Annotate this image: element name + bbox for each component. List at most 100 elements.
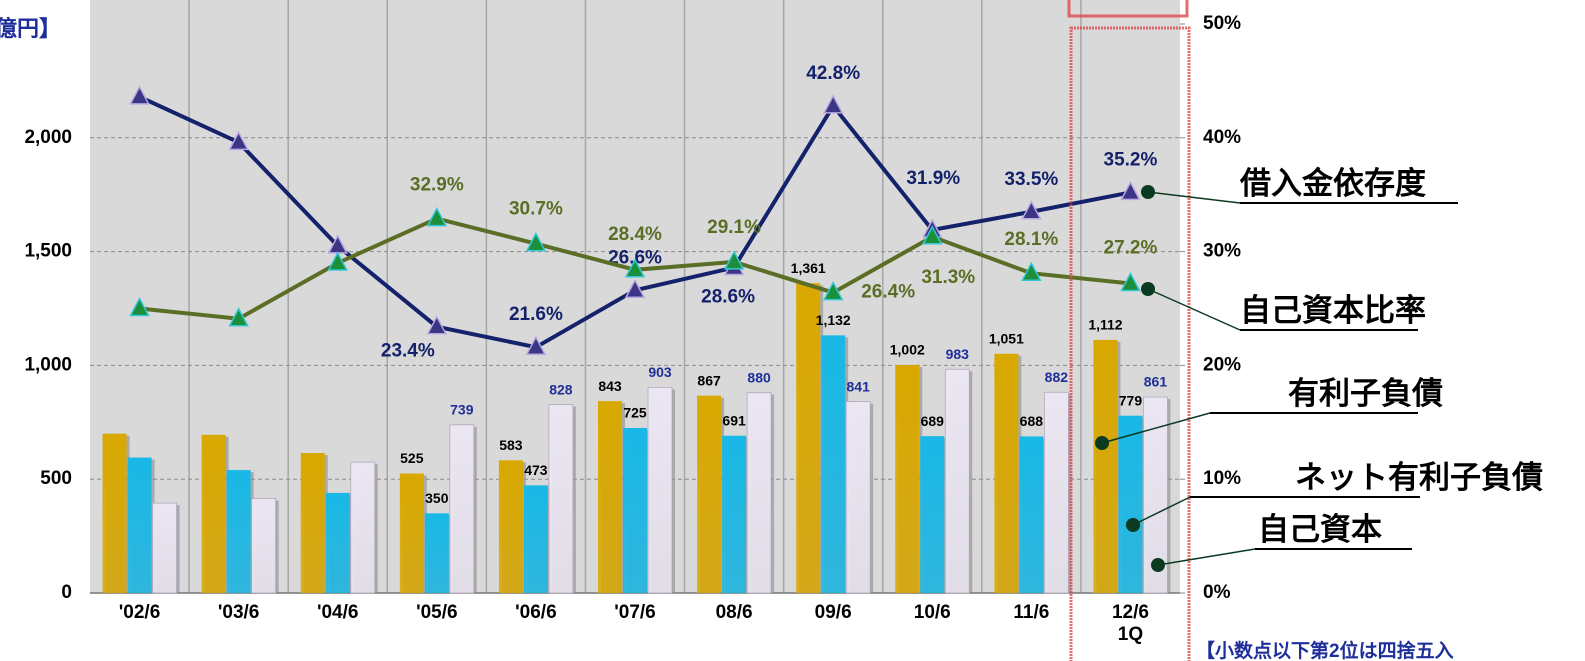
bar	[1019, 436, 1044, 593]
data-label: 31.3%	[921, 267, 975, 288]
data-label: 31.9%	[906, 168, 960, 189]
data-label: 1,051	[989, 330, 1024, 346]
legend-dot	[1141, 282, 1155, 296]
line-marker	[822, 94, 844, 114]
legend-label: 自己資本	[1258, 512, 1382, 547]
bar	[920, 436, 945, 593]
data-label: 903	[648, 364, 672, 380]
line-marker	[228, 307, 249, 327]
x-tick-label: '02/6	[118, 602, 161, 623]
x-tick-label: '03/6	[217, 602, 260, 623]
data-label: 26.6%	[608, 247, 662, 268]
legend-leader	[1147, 191, 1241, 204]
line-marker	[129, 296, 150, 317]
bar	[498, 460, 523, 593]
line-marker	[228, 130, 249, 151]
legend-dot	[1095, 436, 1109, 450]
bar	[746, 392, 772, 594]
x-tick-label: '07/6	[614, 602, 656, 623]
bar	[796, 283, 821, 593]
data-label: 32.9%	[410, 175, 464, 196]
data-label: 23.4%	[381, 341, 435, 362]
x-tick-label: 11/6	[1013, 602, 1050, 623]
bar	[845, 401, 871, 594]
bar	[325, 492, 350, 593]
bar	[399, 473, 424, 593]
data-label: 1,132	[816, 312, 851, 328]
data-label: 691	[722, 412, 746, 428]
bar	[523, 485, 548, 593]
bar	[449, 424, 475, 594]
data-label: 28.4%	[608, 224, 662, 245]
line-marker	[426, 206, 448, 227]
bar	[127, 457, 152, 593]
line-marker	[525, 232, 547, 252]
bar	[944, 368, 970, 594]
data-label: 30.7%	[509, 199, 563, 220]
bar	[1118, 415, 1143, 593]
data-label: 983	[946, 346, 970, 362]
legend-dot	[1151, 558, 1165, 572]
bar	[424, 513, 449, 593]
data-label: 27.2%	[1104, 237, 1158, 258]
y2-tick-label: 40%	[1203, 127, 1241, 148]
data-label: 725	[623, 405, 647, 421]
y2-tick-label: 0%	[1203, 582, 1231, 603]
data-label: 882	[1045, 369, 1069, 385]
line-marker	[822, 280, 844, 301]
data-label: 880	[747, 369, 771, 385]
bar	[821, 335, 846, 593]
highlight	[1067, 0, 1189, 18]
data-label: 688	[1020, 413, 1044, 429]
line-marker	[1120, 271, 1141, 292]
data-label: 35.2%	[1104, 149, 1158, 170]
data-label: 1,361	[791, 260, 826, 276]
y-tick-label: 2,000	[24, 127, 72, 148]
line-marker	[624, 278, 646, 299]
x-tick-label: '04/6	[316, 602, 359, 623]
x-tick-label: '05/6	[416, 602, 458, 623]
line-marker	[327, 251, 348, 271]
data-label: 739	[450, 402, 474, 418]
y-tick-label: 500	[40, 468, 72, 489]
data-label: 29.1%	[707, 217, 761, 238]
line-marker	[922, 225, 943, 245]
y2-tick-label: 10%	[1203, 468, 1241, 489]
data-label: 33.5%	[1004, 169, 1058, 190]
legend-label: 有利子負債	[1288, 376, 1443, 411]
highlight	[1069, 26, 1191, 661]
x-tick-label: '06/6	[515, 602, 557, 623]
data-label: 828	[549, 381, 573, 397]
data-label: 583	[499, 437, 523, 453]
data-label: 867	[697, 372, 721, 388]
legend-dot	[1126, 518, 1140, 532]
data-label: 861	[1144, 374, 1168, 390]
data-label: 1,112	[1088, 317, 1122, 333]
data-label: 779	[1119, 392, 1143, 408]
legend-leader	[1132, 496, 1191, 526]
bar	[598, 401, 622, 593]
x-tick-label: 10/6	[913, 602, 951, 623]
bar	[350, 461, 376, 594]
data-label: 28.6%	[701, 287, 755, 308]
y2-tick-label: 20%	[1203, 354, 1241, 375]
legend-leader	[1157, 548, 1256, 566]
y-axis-label: 億円】	[0, 16, 61, 41]
bar	[697, 395, 722, 593]
y2-tick-label: 50%	[1203, 13, 1241, 34]
note: 【小数点以下第2位は四捨五入	[1196, 639, 1454, 661]
bar	[548, 404, 574, 594]
bar	[895, 364, 920, 593]
x-tick-label: 09/6	[814, 602, 852, 623]
legend-leader	[1101, 412, 1211, 444]
legend-leader	[1147, 288, 1241, 331]
data-label: 843	[598, 378, 622, 394]
line-marker	[624, 258, 646, 278]
bar	[623, 427, 647, 593]
y-tick-label: 1,000	[24, 354, 72, 375]
line-marker	[1021, 200, 1042, 220]
bar	[994, 353, 1019, 593]
line-marker	[723, 250, 745, 270]
